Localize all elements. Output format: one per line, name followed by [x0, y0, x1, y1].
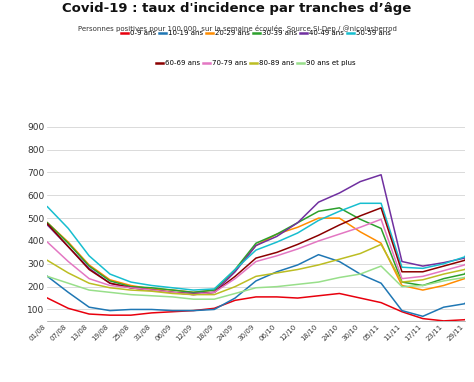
Legend: 60-69 ans, 70-79 ans, 80-89 ans, 90 ans et plus: 60-69 ans, 70-79 ans, 80-89 ans, 90 ans …: [156, 60, 356, 66]
Text: Personnes positives pour 100 000, sur la semaine écoulée. Source Si-Dep / @nicol: Personnes positives pour 100 000, sur la…: [78, 25, 396, 32]
Text: Covid-19 : taux d'incidence par tranches d’âge: Covid-19 : taux d'incidence par tranches…: [63, 2, 411, 15]
